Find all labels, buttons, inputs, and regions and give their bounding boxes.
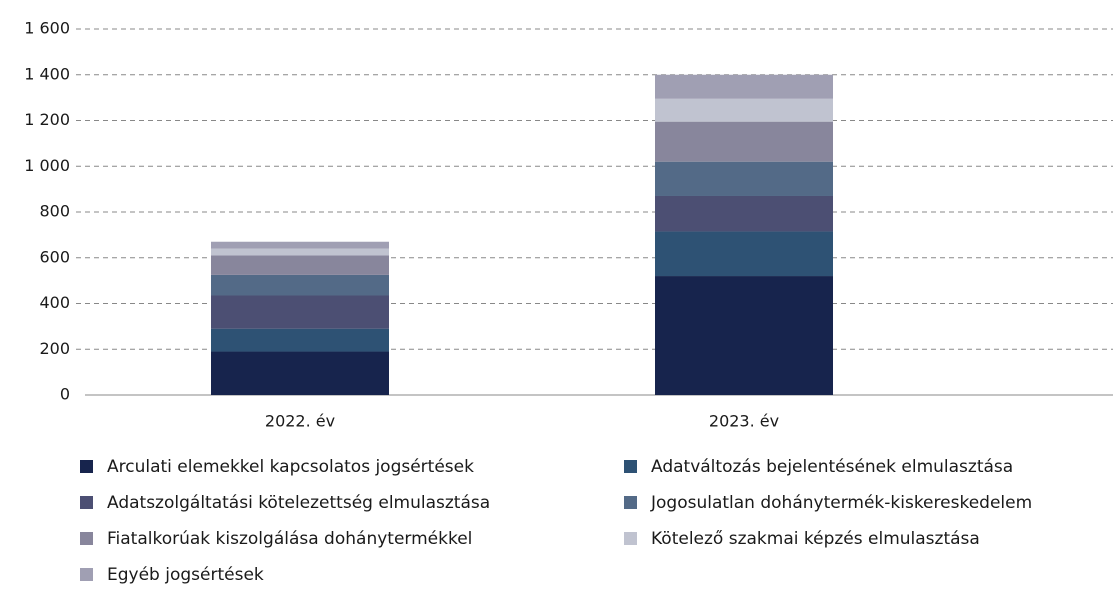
y-tick-label: 200 bbox=[39, 339, 70, 358]
legend-label: Kötelező szakmai képzés elmulasztása bbox=[651, 529, 980, 549]
bar-segment bbox=[655, 195, 833, 232]
legend-label: Adatszolgáltatási kötelezettség elmulasz… bbox=[107, 493, 490, 513]
bar-segment bbox=[211, 328, 389, 352]
y-tick-label: 1 000 bbox=[24, 156, 70, 175]
bar-segment bbox=[655, 121, 833, 162]
bar-segment bbox=[655, 276, 833, 395]
bar-segment bbox=[211, 295, 389, 329]
bar-segment bbox=[211, 274, 389, 296]
legend-label: Arculati elemekkel kapcsolatos jogsértés… bbox=[107, 457, 474, 477]
legend-label: Egyéb jogsértések bbox=[107, 565, 264, 585]
y-tick-label: 0 bbox=[60, 385, 70, 404]
bar-segment bbox=[211, 255, 389, 275]
y-tick-label: 1 600 bbox=[24, 19, 70, 38]
y-tick-label: 600 bbox=[39, 247, 70, 266]
legend-swatch bbox=[80, 568, 93, 581]
y-tick-label: 400 bbox=[39, 293, 70, 312]
legend-swatch bbox=[80, 532, 93, 545]
legend-swatch bbox=[624, 496, 637, 509]
legend-label: Fiatalkorúak kiszolgálása dohánytermékke… bbox=[107, 529, 472, 549]
bar-segment bbox=[655, 161, 833, 196]
x-tick-label: 2022. év bbox=[265, 412, 335, 431]
bar-segment bbox=[211, 241, 389, 249]
legend-label: Jogosulatlan dohánytermék-kiskereskedele… bbox=[650, 493, 1032, 513]
y-tick-label: 800 bbox=[39, 202, 70, 221]
legend-swatch bbox=[80, 496, 93, 509]
legend-swatch bbox=[80, 460, 93, 473]
bar-segment bbox=[211, 351, 389, 395]
x-tick-label: 2023. év bbox=[709, 412, 779, 431]
bar-segment bbox=[211, 248, 389, 256]
y-tick-label: 1 400 bbox=[24, 64, 70, 83]
legend-label: Adatváltozás bejelentésének elmulasztása bbox=[651, 457, 1013, 477]
y-tick-label: 1 200 bbox=[24, 110, 70, 129]
legend-swatch bbox=[624, 532, 637, 545]
bar-segment bbox=[655, 98, 833, 122]
legend-swatch bbox=[624, 460, 637, 473]
bar-segment bbox=[655, 231, 833, 277]
bar-segment bbox=[655, 74, 833, 99]
